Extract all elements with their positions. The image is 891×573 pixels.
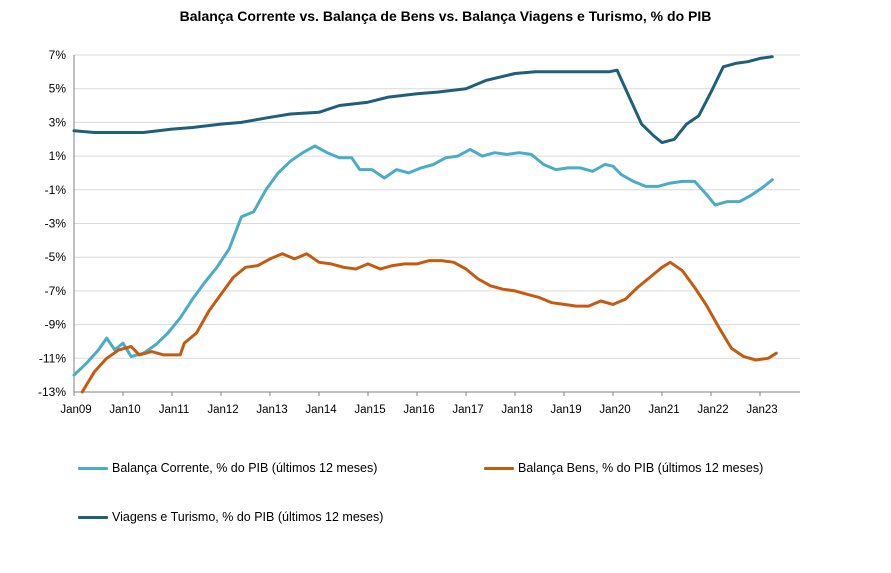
x-tick-label: Jan09 bbox=[60, 404, 91, 416]
chart-title: Balança Corrente vs. Balança de Bens vs.… bbox=[179, 8, 712, 24]
y-tick-label: -7% bbox=[45, 284, 67, 298]
y-tick-label: -5% bbox=[45, 250, 67, 264]
legend-label-balanca-corrente: Balança Corrente, % do PIB (últimos 12 m… bbox=[112, 461, 378, 475]
x-tick-label: Jan18 bbox=[501, 404, 532, 416]
grid-lines bbox=[74, 54, 800, 359]
x-tick-label: Jan19 bbox=[550, 404, 581, 416]
x-tick-label: Jan22 bbox=[697, 404, 728, 416]
x-tick-label: Jan16 bbox=[403, 404, 434, 416]
legend-swatch-viagens-turismo bbox=[78, 515, 108, 519]
x-tick-label: Jan21 bbox=[648, 404, 679, 416]
legend-item-balanca-bens: Balança Bens, % do PIB (últimos 12 meses… bbox=[484, 461, 763, 475]
legend-item-viagens-turismo: Viagens e Turismo, % do PIB (últimos 12 … bbox=[78, 510, 383, 524]
y-tick-label: -13% bbox=[38, 385, 66, 399]
y-tick-label: 7% bbox=[49, 48, 67, 62]
y-tick-label: 1% bbox=[49, 149, 67, 163]
legend-swatch-balanca-bens bbox=[484, 466, 514, 470]
x-tick-label: Jan20 bbox=[599, 404, 630, 416]
series-line-viagens-turismo bbox=[72, 55, 774, 145]
series-line-balanca-corrente bbox=[72, 144, 774, 377]
x-tick-labels: Jan09 Jan10 Jan11 Jan12 Jan13 Jan14 Jan15 Jan16… bbox=[60, 404, 777, 416]
y-tick-label: 3% bbox=[49, 115, 67, 129]
x-tick-label: Jan13 bbox=[256, 404, 287, 416]
x-tick-label: Jan17 bbox=[452, 404, 483, 416]
series-lines bbox=[72, 55, 778, 394]
y-tick-label: -9% bbox=[45, 318, 67, 332]
x-tick-label: Jan10 bbox=[109, 404, 140, 416]
y-tick-labels: 7% 5% 3% 1% -1% -3% -5% -7% -9% -11% -13% bbox=[38, 48, 66, 399]
x-tick-label: Jan12 bbox=[207, 404, 238, 416]
legend-item-balanca-corrente: Balança Corrente, % do PIB (últimos 12 m… bbox=[78, 461, 377, 475]
y-tick-label: -11% bbox=[39, 351, 66, 365]
legend-swatch-balanca-corrente bbox=[78, 466, 108, 470]
x-tick-label: Jan23 bbox=[746, 404, 777, 416]
legend-label-balanca-bens: Balança Bens, % do PIB (últimos 12 meses… bbox=[518, 461, 764, 475]
x-tick-label: Jan14 bbox=[305, 404, 337, 416]
axes bbox=[73, 55, 800, 396]
x-tick-label: Jan15 bbox=[354, 404, 385, 416]
y-tick-label: -1% bbox=[45, 183, 67, 197]
y-tick-label: 5% bbox=[49, 82, 67, 96]
y-tick-label: -3% bbox=[45, 217, 67, 231]
legend-label-viagens-turismo: Viagens e Turismo, % do PIB (últimos 12 … bbox=[112, 510, 384, 524]
x-tick-label: Jan11 bbox=[159, 404, 189, 416]
series-line-balanca-bens bbox=[80, 252, 778, 394]
